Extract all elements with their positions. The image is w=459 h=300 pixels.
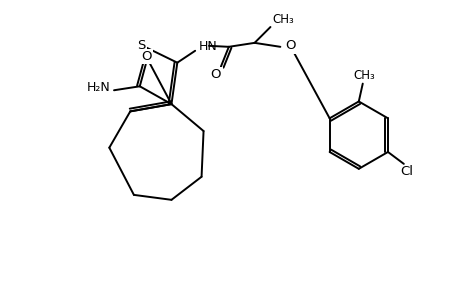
Text: HN: HN bbox=[199, 40, 218, 53]
Text: S: S bbox=[137, 39, 146, 52]
Text: O: O bbox=[141, 50, 151, 63]
Text: H₂N: H₂N bbox=[86, 81, 110, 94]
Text: O: O bbox=[210, 68, 221, 81]
Text: CH₃: CH₃ bbox=[352, 69, 374, 82]
Text: CH₃: CH₃ bbox=[272, 13, 294, 26]
Text: Cl: Cl bbox=[399, 165, 412, 178]
Text: O: O bbox=[285, 39, 295, 52]
